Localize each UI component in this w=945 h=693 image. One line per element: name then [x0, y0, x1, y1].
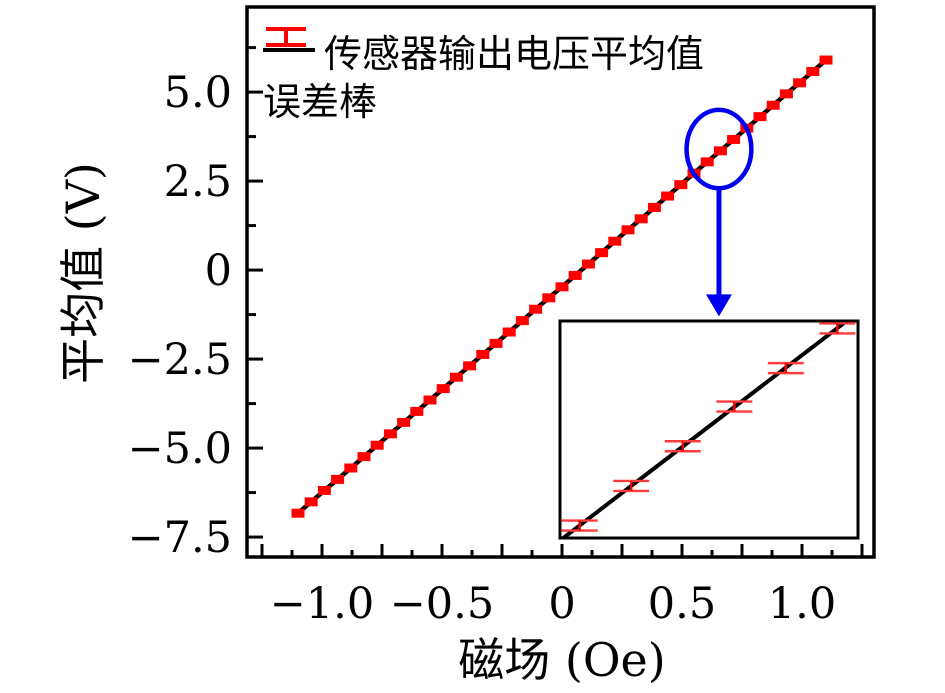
legend: 传感器输出电压平均值 误差棒	[263, 26, 704, 124]
inset-fit-line	[560, 321, 850, 538]
errorbar-sample-icon	[266, 27, 306, 47]
line-sample-icon	[263, 48, 315, 52]
legend-entry-mean-line: 传感器输出电压平均值	[263, 26, 704, 76]
svg-text:−0.5: −0.5	[390, 579, 494, 629]
svg-text:−7.5: −7.5	[128, 513, 232, 563]
inset-error-bars	[561, 322, 856, 532]
svg-text:1.0: 1.0	[768, 579, 836, 629]
svg-text:0: 0	[205, 246, 232, 296]
svg-text:2.5: 2.5	[164, 157, 232, 207]
y-axis-ticks	[247, 46, 263, 539]
error-bar-markers	[291, 55, 833, 518]
inset-plot	[558, 319, 860, 540]
svg-text:−2.5: −2.5	[128, 335, 232, 385]
x-axis-ticks	[260, 544, 864, 557]
x-axis-label: 磁场 (Oe)	[458, 633, 666, 687]
highlight-annotation	[684, 107, 754, 317]
legend-label: 误差棒	[263, 79, 378, 124]
svg-text:0: 0	[548, 579, 575, 629]
arrow-head-icon	[705, 294, 732, 317]
svg-text:−1.0: −1.0	[270, 579, 374, 629]
svg-text:−5.0: −5.0	[128, 424, 232, 474]
svg-text:5.0: 5.0	[164, 68, 232, 118]
y-axis-label: 平均值 (V)	[56, 162, 110, 384]
y-axis-tick-labels: 5.0 2.5 0 −2.5 −5.0 −7.5	[128, 68, 232, 563]
svg-text:0.5: 0.5	[648, 579, 716, 629]
legend-label: 传感器输出电压平均值	[324, 31, 705, 76]
highlight-ellipse	[684, 107, 754, 191]
x-axis-tick-labels: −1.0 −0.5 0 0.5 1.0	[270, 579, 836, 629]
legend-entry-errorbar: 误差棒	[263, 27, 704, 124]
